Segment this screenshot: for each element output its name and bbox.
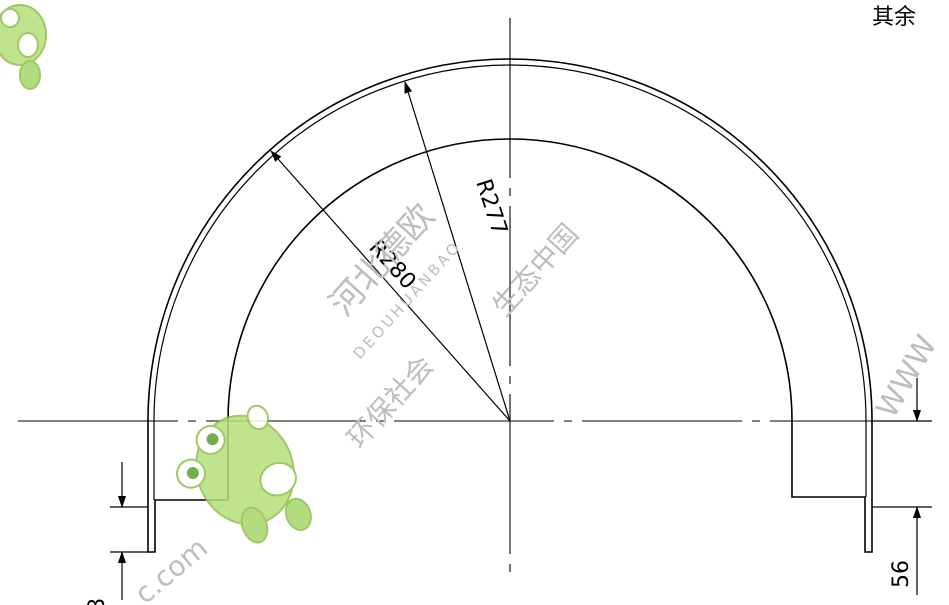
watermark-slogan-a: 环保社会 [341, 349, 440, 454]
frog-logo [176, 404, 312, 544]
r277-label: R277 [470, 176, 511, 238]
watermark-right-edge: WWW [870, 329, 945, 424]
inner-arc [227, 138, 793, 422]
watermark-company: 河北德欧 [322, 196, 443, 324]
right-leg-outline [791, 421, 873, 553]
frog-logo-small [0, 4, 47, 90]
r280-leader [270, 150, 511, 422]
outer-arc-1 [147, 58, 873, 422]
watermark-url-fragment: c.com [128, 531, 214, 605]
r277-leader [404, 81, 511, 422]
outer-arc-2 [153, 64, 867, 422]
corner-note: 其余 [872, 5, 916, 30]
left-flange-label: 8 [85, 598, 110, 605]
right-flange-label: 56 [889, 560, 914, 588]
